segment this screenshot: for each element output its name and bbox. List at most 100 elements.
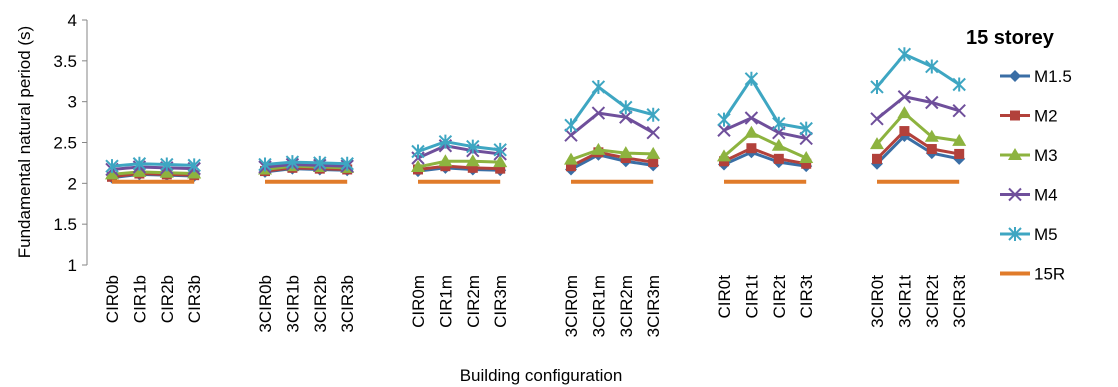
y-tick-label: 4 — [68, 11, 77, 30]
x-tick-label: CIR3t — [797, 275, 816, 319]
series-line — [417, 140, 501, 153]
x-tick-label: CIR1b — [130, 275, 149, 323]
data-point — [591, 106, 606, 120]
data-point — [159, 165, 174, 178]
x-tick-label: 3CIR2t — [923, 275, 942, 328]
data-point — [566, 161, 576, 172]
x-tick-label: 3CIR2m — [617, 275, 636, 337]
data-point — [926, 144, 937, 155]
data-point — [952, 103, 966, 118]
series-line — [264, 160, 348, 167]
data-point — [646, 146, 661, 159]
data-point — [564, 152, 578, 165]
series-line — [723, 150, 807, 168]
series-line — [723, 131, 807, 160]
data-point — [187, 166, 202, 179]
series-line — [875, 52, 961, 88]
data-point — [591, 79, 606, 94]
series-line — [875, 134, 960, 165]
data-point — [411, 144, 425, 159]
x-tick-label: 3CIR3b — [338, 275, 357, 333]
series-m4 — [105, 90, 966, 177]
series-line — [876, 95, 960, 120]
data-point — [773, 153, 784, 164]
data-point — [954, 148, 965, 159]
legend-label: M4 — [1034, 186, 1058, 205]
series-line — [111, 165, 195, 171]
data-point — [1008, 187, 1022, 202]
y-tick-label: 1.5 — [53, 215, 77, 234]
legend-item: M5 — [1000, 225, 1058, 244]
data-point — [132, 164, 147, 177]
series-line — [875, 129, 960, 160]
x-tick-label: 3CIR1m — [589, 275, 608, 337]
series-line — [417, 144, 501, 160]
data-point — [872, 153, 882, 164]
x-tick-label: CIR0t — [715, 275, 734, 319]
data-point — [105, 159, 119, 174]
series-line — [111, 172, 195, 179]
data-point — [772, 116, 786, 131]
x-ticks: CIR0b CIR1b CIR2b CIR3b 3CIR0b 3CIR1b 3CIR2b 3C… — [103, 275, 969, 338]
legend: M1.5 M2 M3 M4 M5 15R — [1000, 67, 1072, 284]
data-point — [187, 158, 201, 173]
series-line — [723, 146, 807, 166]
data-point — [799, 151, 814, 164]
data-point — [495, 163, 506, 174]
data-point — [619, 100, 633, 115]
series-line — [264, 166, 348, 173]
data-point — [897, 90, 912, 104]
data-point — [1008, 148, 1022, 160]
data-point — [646, 125, 660, 140]
x-tick-label: 3CIR3t — [950, 275, 969, 328]
data-point — [1010, 110, 1020, 121]
x-tick-label: CIR3m — [491, 275, 510, 328]
data-point — [1008, 227, 1022, 241]
data-point — [493, 155, 508, 168]
data-point — [925, 95, 939, 110]
data-point — [924, 129, 939, 142]
data-point — [467, 162, 478, 173]
series-line — [570, 153, 654, 171]
x-tick-label: 3CIR1t — [895, 275, 914, 328]
data-point — [897, 47, 912, 62]
data-point — [717, 112, 731, 127]
data-point — [771, 138, 786, 151]
x-tick-label: 3CIR1b — [283, 275, 302, 333]
legend-item: M2 — [1000, 107, 1058, 126]
data-point — [648, 157, 659, 168]
x-tick-label: 3CIR0m — [562, 275, 581, 337]
data-point — [744, 125, 759, 138]
data-point — [746, 143, 757, 154]
data-point — [717, 123, 731, 137]
data-point — [466, 139, 480, 154]
data-point — [438, 134, 453, 149]
x-tick-label: CIR0m — [409, 275, 428, 328]
series-line — [723, 116, 807, 140]
series-line — [264, 163, 348, 169]
legend-item: M4 — [1000, 186, 1058, 205]
data-point — [1009, 70, 1021, 82]
data-point — [411, 160, 425, 172]
x-tick-label: 3CIR3m — [644, 275, 663, 337]
data-point — [132, 156, 147, 171]
legend-label: 15R — [1034, 265, 1065, 284]
data-point — [799, 121, 813, 136]
data-point — [646, 107, 660, 122]
y-tick-label: 1 — [68, 256, 77, 275]
x-tick-label: CIR1t — [742, 275, 761, 319]
data-point — [285, 155, 300, 170]
data-point — [799, 131, 813, 146]
series-line — [569, 85, 654, 127]
series-line — [570, 150, 654, 168]
data-point — [438, 154, 453, 167]
y-tick-label: 2 — [68, 174, 77, 193]
x-tick-label: CIR0b — [103, 275, 122, 323]
legend-item: M1.5 — [1000, 67, 1072, 86]
data-point — [313, 155, 327, 170]
data-point — [618, 146, 633, 159]
series-line — [417, 159, 501, 169]
data-point — [801, 158, 812, 169]
y-ticks: 1 1.5 2 2.5 3 3.5 4 — [53, 11, 87, 275]
